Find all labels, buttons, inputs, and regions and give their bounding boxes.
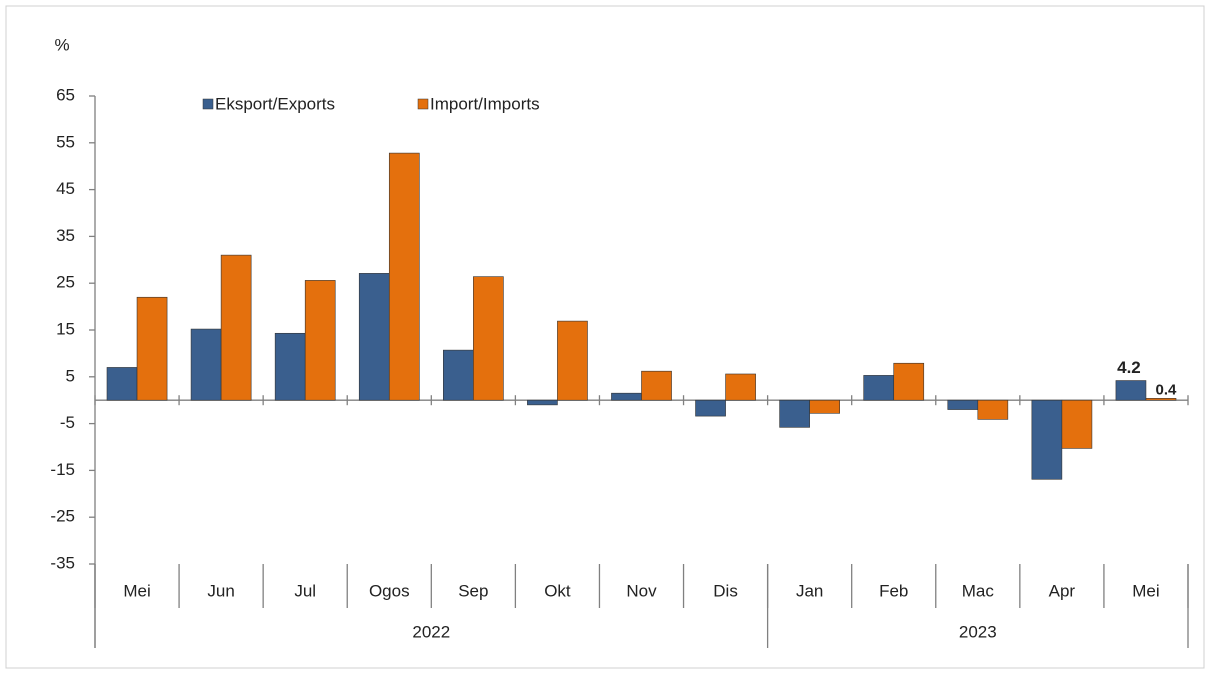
bar [1061, 399, 1093, 449]
y-tick-label: 25 [56, 273, 75, 292]
bar [893, 362, 925, 401]
x-tick-label: Jun [207, 581, 234, 600]
x-tick-label: Sep [458, 581, 488, 600]
bar [1115, 380, 1147, 401]
bar [190, 328, 222, 401]
y-tick-label: 55 [56, 132, 75, 151]
bar [388, 152, 420, 401]
bar [641, 370, 672, 401]
x-tick-label: Mei [1132, 581, 1159, 600]
bar [473, 276, 504, 401]
y-tick-label: 35 [56, 226, 75, 245]
y-tick-label: 15 [56, 319, 75, 338]
y-tick-label: 45 [56, 179, 75, 198]
bar [725, 373, 756, 401]
bar [106, 367, 138, 401]
bar [947, 399, 979, 410]
bar [274, 332, 306, 401]
x-tick-label: Jan [796, 581, 823, 600]
x-tick-label: Mei [123, 581, 150, 600]
bar [358, 273, 390, 401]
legend-label: Import/Imports [430, 94, 540, 113]
y-tick-label: -35 [50, 553, 75, 572]
x-tick-label: Nov [626, 581, 657, 600]
bar [809, 399, 840, 414]
x-tick-label: Apr [1049, 581, 1076, 600]
bar [220, 254, 252, 401]
y-tick-label: 5 [66, 366, 75, 385]
x-tick-label: Okt [544, 581, 571, 600]
bar [443, 349, 474, 401]
x-tick-label: Jul [294, 581, 316, 600]
data-label: 4.2 [1117, 358, 1141, 377]
bar [1145, 398, 1177, 401]
group-label: 2023 [959, 622, 997, 641]
bar [304, 280, 336, 401]
data-label: 0.4 [1156, 381, 1178, 398]
legend-label: Eksport/Exports [215, 94, 335, 113]
legend-swatch [417, 98, 429, 110]
y-tick-label: -15 [50, 460, 75, 479]
bar [136, 296, 168, 401]
bar [557, 320, 588, 401]
y-tick-label: -25 [50, 507, 75, 526]
frame [5, 5, 1205, 669]
bar [695, 399, 726, 417]
y-axis-label: % [54, 35, 69, 54]
group-label: 2022 [412, 622, 450, 641]
y-tick-label: 65 [56, 85, 75, 104]
x-tick-label: Mac [962, 581, 995, 600]
bar [611, 392, 642, 401]
x-tick-label: Dis [713, 581, 738, 600]
y-tick-label: -5 [60, 413, 75, 432]
bar [863, 375, 895, 401]
bar [977, 399, 1009, 420]
x-tick-label: Ogos [369, 581, 410, 600]
bar [1031, 399, 1063, 480]
x-tick-label: Feb [879, 581, 908, 600]
bar [527, 399, 558, 406]
legend-swatch [202, 98, 214, 110]
bar [779, 399, 810, 428]
